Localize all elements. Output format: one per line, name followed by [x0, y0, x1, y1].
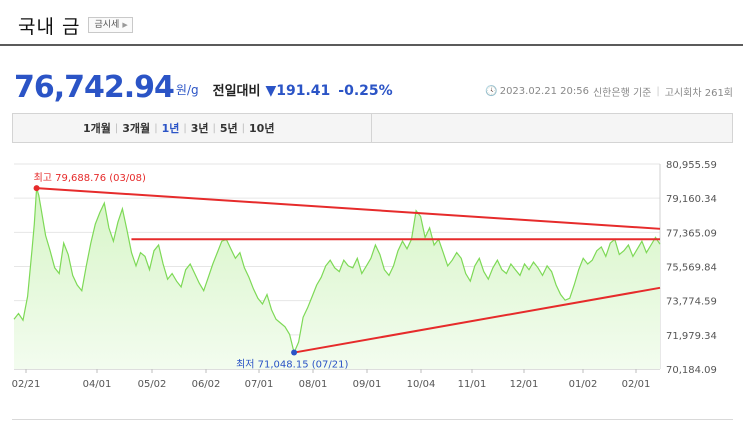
- bottom-divider: [12, 419, 733, 420]
- y-tick-label: 73,774.59: [666, 297, 717, 308]
- tab-separator: |: [241, 122, 246, 134]
- y-tick-label: 79,160.34: [666, 194, 717, 205]
- x-tick-label: 02/01: [622, 379, 651, 390]
- change-percent: -0.25%: [338, 83, 393, 99]
- page-header: 국내 금 금시세 ▶: [18, 10, 133, 40]
- x-tick-label: 12/01: [510, 379, 539, 390]
- high-label: 최고 79,688.76 (03/08): [34, 172, 146, 184]
- current-price: 76,742.94: [14, 70, 175, 105]
- page-title: 국내 금: [18, 15, 81, 38]
- gold-quote-button-label: 금시세: [94, 20, 120, 30]
- price-meta: 🕓 2023.02.21 20:56 신한은행 기준 | 고시회차 261회: [485, 84, 733, 99]
- price-area-fill: [14, 188, 660, 369]
- clock-icon: 🕓: [485, 86, 498, 97]
- trendline-0: [36, 187, 661, 230]
- header-divider: [0, 44, 743, 46]
- notice-count: 고시회차 261회: [664, 88, 733, 99]
- x-tick-label: 09/01: [353, 379, 382, 390]
- tab-period-5[interactable]: 10년: [249, 122, 275, 135]
- gold-price-chart: 최고 79,688.76 (03/08) 최저 71,048.15 (07/21)…: [12, 160, 717, 390]
- tab-separator: |: [212, 122, 216, 134]
- low-point: [291, 349, 298, 356]
- timestamp: 2023.02.21 20:56: [499, 86, 589, 97]
- source-label: 신한은행 기준: [592, 88, 652, 99]
- x-tick-label: 07/01: [245, 379, 274, 390]
- gold-quote-button[interactable]: 금시세 ▶: [88, 17, 133, 33]
- tabbar-divider: [371, 114, 372, 142]
- tab-period-2[interactable]: 1년: [161, 122, 180, 135]
- y-tick-label: 80,955.59: [666, 160, 717, 171]
- tab-period-4[interactable]: 5년: [219, 122, 238, 135]
- x-tick-label: 08/01: [299, 379, 328, 390]
- price-unit: 원/g: [175, 83, 199, 97]
- period-tabbar: 1개월 | 3개월 | 1년 | 3년 | 5년 | 10년: [12, 113, 733, 143]
- chevron-right-icon: ▶: [122, 21, 128, 29]
- change-value: ▼191.41: [265, 83, 331, 99]
- compare-label: 전일대비: [212, 84, 261, 99]
- price-summary: 76,742.94 원/g 전일대비 ▼191.41 -0.25%: [14, 64, 393, 104]
- price-series-line: [13, 187, 661, 355]
- x-tick-label: 10/04: [407, 379, 436, 390]
- x-tick-label: 04/01: [83, 379, 112, 390]
- x-tick-label: 02/21: [12, 379, 41, 390]
- tab-separator: |: [114, 122, 119, 134]
- trendline-2: [293, 286, 661, 354]
- tab-period-3[interactable]: 3년: [190, 122, 209, 135]
- x-tick-label: 05/02: [138, 379, 167, 390]
- tab-separator: |: [183, 122, 187, 134]
- tab-period-1[interactable]: 3개월: [122, 122, 151, 135]
- low-label: 최저 71,048.15 (07/21): [236, 359, 348, 371]
- x-tick-label: 06/02: [192, 379, 221, 390]
- high-point: [33, 185, 40, 192]
- x-tick-label: 01/02: [569, 379, 598, 390]
- period-tabs: 1개월 | 3개월 | 1년 | 3년 | 5년 | 10년: [79, 114, 278, 142]
- tab-separator: |: [154, 122, 158, 134]
- y-tick-label: 77,365.09: [666, 228, 717, 239]
- tab-period-0[interactable]: 1개월: [83, 122, 111, 135]
- y-tick-label: 70,184.09: [666, 365, 717, 376]
- x-tick-label: 11/01: [458, 379, 487, 390]
- meta-separator: |: [656, 86, 660, 97]
- y-tick-label: 75,569.84: [666, 263, 717, 274]
- y-tick-label: 71,979.34: [666, 331, 717, 342]
